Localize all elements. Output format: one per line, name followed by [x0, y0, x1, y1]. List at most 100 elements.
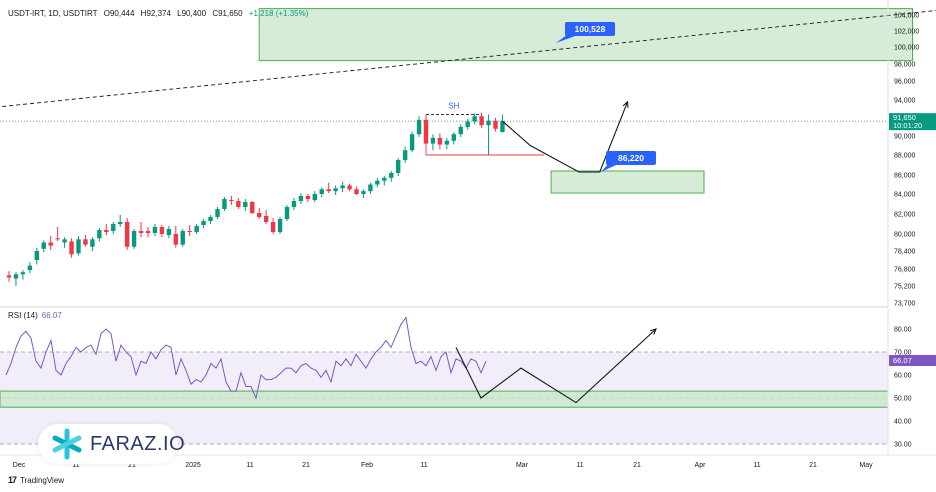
candle[interactable]	[166, 226, 172, 239]
target-down-label[interactable]: 86,220	[601, 151, 656, 172]
candle[interactable]	[20, 270, 26, 280]
candle[interactable]	[458, 124, 463, 137]
candle[interactable]	[152, 224, 158, 237]
candle[interactable]	[416, 116, 422, 137]
candle[interactable]	[222, 197, 227, 211]
symbol-label[interactable]: USDT-IRT, 1D, USDTIRT	[8, 9, 98, 18]
rsi-support-zone[interactable]	[0, 390, 889, 408]
candle[interactable]	[451, 132, 456, 145]
candle[interactable]	[48, 236, 53, 250]
candle[interactable]	[347, 183, 352, 192]
target-up-label-box	[565, 22, 615, 36]
candle[interactable]	[201, 219, 206, 228]
rsi-value-badge[interactable]	[889, 355, 936, 366]
candle[interactable]	[382, 175, 387, 186]
candle[interactable]	[34, 247, 39, 265]
candle[interactable]	[69, 238, 74, 258]
candle[interactable]	[263, 210, 269, 224]
candle[interactable]	[409, 131, 415, 153]
time-tick-label: 11	[576, 462, 583, 469]
candle[interactable]	[187, 225, 192, 237]
candle[interactable]	[250, 201, 255, 214]
candle-body	[382, 177, 387, 181]
candle[interactable]	[124, 218, 130, 250]
candle[interactable]	[90, 237, 95, 251]
candle[interactable]	[368, 182, 373, 194]
candle[interactable]	[208, 215, 213, 224]
candle[interactable]	[472, 113, 477, 125]
candle[interactable]	[284, 205, 290, 221]
candle[interactable]	[291, 198, 297, 210]
candle[interactable]	[479, 112, 484, 128]
price-tick-label: 86,000	[894, 173, 916, 180]
candle[interactable]	[173, 226, 178, 248]
candle[interactable]	[97, 228, 102, 242]
candle[interactable]	[437, 133, 443, 150]
rsi-line[interactable]	[5, 316, 487, 400]
brand-name: FARAZ.IO	[90, 432, 186, 455]
countdown-text: 10:01:20	[893, 121, 922, 130]
candle[interactable]	[319, 187, 324, 197]
candle[interactable]	[493, 118, 498, 132]
candle[interactable]	[131, 229, 137, 249]
candle[interactable]	[83, 235, 88, 247]
candle[interactable]	[194, 224, 199, 234]
candle[interactable]	[430, 134, 436, 151]
candle[interactable]	[305, 194, 311, 202]
candle[interactable]	[277, 217, 283, 234]
candle[interactable]	[27, 262, 33, 274]
candle[interactable]	[389, 171, 394, 182]
lower-target-zone[interactable]	[550, 170, 705, 194]
candle[interactable]	[257, 208, 262, 219]
candle[interactable]	[76, 236, 81, 256]
candle[interactable]	[465, 118, 470, 130]
time-tick-label: Dec	[13, 462, 26, 469]
candle[interactable]	[402, 146, 408, 163]
candle[interactable]	[62, 237, 67, 248]
candle[interactable]	[180, 229, 185, 247]
candle[interactable]	[215, 207, 220, 219]
candle[interactable]	[111, 222, 116, 234]
rsi-label[interactable]: RSI (14)	[8, 311, 38, 320]
price-pane[interactable]: SH 100,528 86,220	[0, 8, 936, 286]
price-tick-label: 104,000	[894, 13, 919, 20]
candle[interactable]	[396, 158, 401, 176]
last-price-badge[interactable]	[889, 113, 936, 131]
rsi-projection-path[interactable]	[455, 328, 657, 404]
candle-body	[389, 173, 394, 178]
target-up-label[interactable]: 100,528	[556, 22, 615, 43]
candle[interactable]	[41, 240, 46, 253]
candle[interactable]	[444, 137, 450, 150]
candle[interactable]	[500, 114, 505, 133]
candle[interactable]	[55, 227, 60, 242]
candle[interactable]	[333, 185, 338, 195]
candle[interactable]	[298, 193, 304, 204]
faraz-logo-icon	[52, 428, 82, 460]
projection-path[interactable]	[502, 101, 629, 173]
candle[interactable]	[375, 177, 380, 188]
trend-line[interactable]	[0, 9, 936, 114]
candle[interactable]	[236, 198, 241, 209]
projection-arrowhead	[622, 100, 629, 108]
candle[interactable]	[243, 199, 248, 211]
rsi-axis[interactable]: 80.00 70.00 60.00 50.00 40.00 30.00 66.07	[889, 327, 936, 449]
candle[interactable]	[138, 222, 144, 238]
candle[interactable]	[145, 227, 151, 238]
price-axis[interactable]: 104,000 102,000 100,000 98,000 96,000 94,000 9…	[889, 13, 936, 308]
candle[interactable]	[159, 225, 165, 238]
candle[interactable]	[326, 182, 331, 194]
candle-body	[13, 274, 19, 279]
candle[interactable]	[340, 181, 345, 193]
candle[interactable]	[361, 189, 366, 198]
tradingview-footer[interactable]: 17 TradingView	[8, 475, 64, 485]
candle[interactable]	[312, 191, 317, 202]
candle[interactable]	[486, 114, 491, 155]
candle[interactable]	[354, 186, 359, 195]
candle[interactable]	[270, 218, 276, 234]
candle[interactable]	[104, 224, 109, 236]
candle[interactable]	[6, 271, 12, 282]
candle[interactable]	[118, 215, 123, 227]
candle[interactable]	[13, 272, 19, 286]
candle[interactable]	[229, 196, 234, 205]
